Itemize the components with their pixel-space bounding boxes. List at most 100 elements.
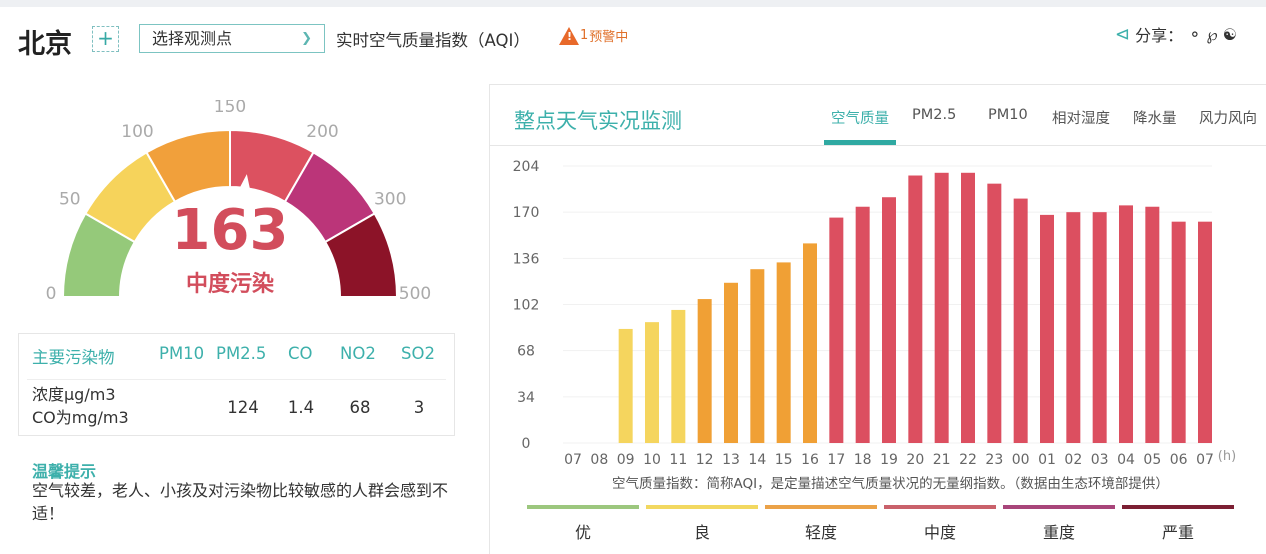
x-tick-label: 16	[801, 452, 819, 468]
unit-label: 浓度μg/m3 CO为mg/m3	[32, 383, 129, 429]
header-co: CO	[288, 344, 313, 363]
x-tick-label: 17	[827, 452, 845, 468]
gauge-pointer	[239, 174, 251, 190]
x-tick-label: 03	[1091, 452, 1109, 468]
bar-11[interactable]	[671, 309, 686, 443]
bar-22[interactable]	[961, 172, 975, 443]
legend-label: 优	[574, 523, 591, 542]
station-select[interactable]: 选择观测点 ❯	[139, 24, 325, 53]
tab-wind[interactable]: 风力风向	[1199, 111, 1257, 127]
aqi-bar-chart: 0 34 68 102 136 170 204 07 08 09 10 11 12 13 14 15 16 17 1…	[513, 159, 1237, 468]
bar-23[interactable]	[987, 183, 1002, 443]
bar-06[interactable]	[1171, 221, 1186, 443]
tab-humidity[interactable]: 相对湿度	[1052, 111, 1110, 127]
legend-bar-4	[1003, 505, 1115, 509]
x-tick-label: 10	[643, 452, 661, 468]
add-city-button[interactable]: +	[92, 26, 119, 52]
legend-label: 轻度	[804, 523, 837, 542]
bar-09[interactable]	[618, 328, 633, 443]
bar-04[interactable]	[1119, 205, 1133, 443]
x-tick-label: 13	[722, 452, 740, 468]
legend-label: 严重	[1161, 523, 1194, 542]
gauge-tick-label: 300	[374, 190, 406, 210]
bar-18[interactable]	[855, 206, 870, 443]
tip-text: 空气较差，老人、小孩及对污染物比较敏感的人群会感到不适！	[32, 481, 449, 523]
value-so2: 3	[413, 398, 425, 417]
legend-bar-3	[884, 505, 996, 509]
bar-00[interactable]	[1013, 198, 1028, 443]
legend-bar-5	[1122, 505, 1234, 509]
y-tick-label: 0	[522, 436, 531, 452]
bar-15[interactable]	[776, 262, 791, 443]
chevron-down-icon: ❯	[301, 31, 312, 46]
panel-header: 整点天气实况监测 空气质量 PM2.5 PM10 相对湿度 降水量 风力风向	[490, 85, 1266, 146]
wechat-icon[interactable]: ☯	[1222, 24, 1238, 44]
x-tick-label: 00	[1012, 452, 1030, 468]
gauge-segment	[323, 212, 399, 298]
legend-bar-0	[527, 505, 639, 509]
x-tick-label: 18	[854, 452, 872, 468]
aqi-note: 空气质量指数：简称AQI，是定量描述空气质量状况的无量纲指数。（数据由生态环境部…	[612, 476, 1169, 492]
bar-20[interactable]	[908, 175, 923, 444]
gauge-tick-label: 0	[46, 284, 57, 304]
divider	[27, 379, 446, 380]
aqi-value: 163	[171, 198, 289, 263]
gauge-tick-label: 150	[214, 100, 246, 117]
gauge-tick-label: 200	[306, 122, 338, 142]
bar-12[interactable]	[697, 299, 712, 443]
x-tick-label: 04	[1117, 452, 1135, 468]
tab-air-quality[interactable]: 空气质量	[824, 107, 896, 145]
bar-16[interactable]	[803, 243, 817, 443]
aqi-legend: 优 良 轻度 中度 重度 严重	[527, 505, 1237, 545]
x-tick-label: 12	[696, 452, 714, 468]
weibo-icon[interactable]: ⚬	[1188, 24, 1202, 44]
monitor-panel: 整点天气实况监测 空气质量 PM2.5 PM10 相对湿度 降水量 风力风向	[489, 84, 1266, 554]
x-tick-label: 02	[1064, 452, 1082, 468]
legend-bar-1	[646, 505, 758, 509]
aqi-gauge: 0 50 100 150 200 300 500	[46, 100, 432, 304]
bar-03[interactable]	[1092, 212, 1107, 443]
value-co: 1.4	[287, 398, 315, 417]
tab-pm10[interactable]: PM10	[988, 107, 1028, 123]
pinterest-icon[interactable]: ℘	[1206, 24, 1218, 44]
pollutant-title: 主要污染物	[32, 348, 115, 367]
share-label: 分享：	[1135, 26, 1184, 45]
unit-line2: CO为mg/m3	[32, 408, 129, 427]
aqi-level: 中度污染	[185, 272, 274, 297]
y-tick-label: 68	[517, 344, 535, 360]
bar-19[interactable]	[882, 197, 896, 443]
tab-precipitation[interactable]: 降水量	[1133, 111, 1177, 127]
bar-01[interactable]	[1040, 214, 1054, 443]
tab-pm25[interactable]: PM2.5	[912, 107, 957, 123]
gauge-tick-label: 50	[59, 190, 81, 210]
x-tick-label: 20	[906, 452, 924, 468]
bar-10[interactable]	[645, 322, 659, 443]
bar-13[interactable]	[724, 282, 738, 443]
x-tick-label: 22	[959, 452, 977, 468]
bar-02[interactable]	[1066, 212, 1081, 443]
x-tick-label: 05	[1143, 452, 1161, 468]
x-unit-label: (h)	[1218, 449, 1236, 464]
header-pm10: PM10	[159, 344, 205, 363]
aqi-title: 实时空气质量指数（AQI）	[336, 31, 530, 50]
y-tick-label: 34	[517, 390, 535, 406]
top-strip	[0, 0, 1266, 7]
bar-07[interactable]	[1198, 221, 1212, 443]
bar-17[interactable]	[829, 217, 844, 443]
warning-link[interactable]: ! 1 预警中	[559, 26, 628, 45]
x-tick-label: 07	[564, 452, 582, 468]
bar-05[interactable]	[1145, 206, 1160, 443]
x-tick-label: 11	[669, 452, 687, 468]
bar-14[interactable]	[750, 269, 765, 443]
y-tick-label: 102	[513, 298, 540, 314]
x-tick-label: 07	[1196, 452, 1214, 468]
legend-label: 中度	[923, 523, 956, 542]
warning-count: 1	[580, 28, 589, 43]
y-tick-label: 204	[513, 159, 540, 175]
bar-21[interactable]	[934, 172, 949, 443]
legend-label: 良	[693, 523, 710, 542]
plus-icon: +	[97, 26, 114, 50]
value-no2: 68	[349, 398, 371, 417]
tip-title: 温馨提示	[32, 462, 97, 481]
gauge-tick-label: 500	[399, 284, 431, 304]
